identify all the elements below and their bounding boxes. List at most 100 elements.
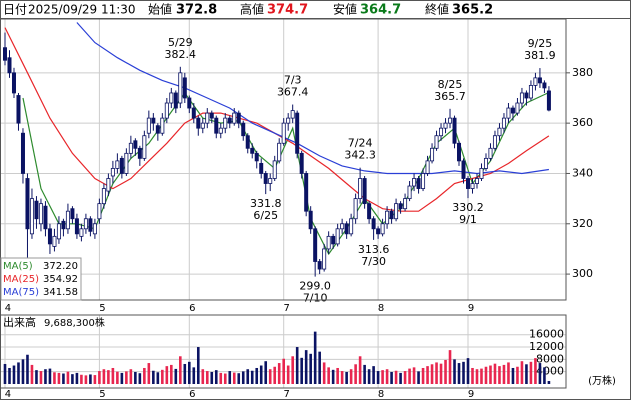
x-tick-label: 9 [468,303,474,314]
volume-bar [143,367,146,384]
volume-bar [246,369,250,384]
candle-body [326,235,331,250]
volume-bar [170,364,173,384]
candle-body [151,117,156,124]
annotation-value: 330.2 [452,201,484,214]
candle-body [20,132,25,174]
candle-body [277,142,282,162]
ma-legend-name: MA(5) [3,261,33,272]
candle-body [515,102,520,114]
candle-body [322,248,327,270]
volume-bar [295,347,299,384]
y-tick-label: 380 [572,66,593,79]
volume-bar [183,363,187,384]
candle-body [56,223,61,240]
x-tick-label: 9 [468,389,474,400]
candle-body [52,235,57,247]
volume-bar [462,361,465,384]
volume-bar [232,372,236,384]
candle-body [110,168,115,177]
candle-body [178,72,183,104]
volume-bar [498,366,501,384]
volume-bar [71,374,74,384]
volume-bar [448,350,452,384]
low-value: 364.7 [360,3,401,18]
candle-body [218,127,223,134]
candle-body [200,122,205,129]
volume-bar [210,371,214,384]
volume-bar [390,371,393,384]
candle-body [524,92,529,99]
volume-bar [444,359,447,384]
volume-bar [273,366,277,384]
candle-body [349,218,354,235]
candle-body [492,135,497,149]
candle-body [214,117,219,134]
candle-body [546,90,551,111]
volume-bar [17,362,20,384]
candle-body [344,223,349,235]
volume-bar [385,369,389,384]
candle-body [47,228,52,245]
volume-bar [286,365,290,384]
volume-bar [318,351,321,384]
volume-bar [439,363,443,384]
candle-body [510,107,515,114]
candle-body [299,152,304,174]
candle-body [519,92,524,104]
candle-body [92,223,97,235]
candle-body [380,223,385,235]
volume-bar [75,372,79,384]
moving-average-line [76,22,549,175]
volume-bar [376,371,380,384]
volume-bar [277,363,281,384]
candle-body [11,72,16,94]
low-label: 安値 [333,2,357,17]
volume-bar [89,374,92,384]
candle-body [506,107,511,119]
volume-bar [282,358,285,384]
volume-bar [363,364,366,384]
volume-title: 出来高 [3,315,36,329]
candle-body [38,203,43,225]
volume-bar [268,369,272,384]
volume-bar [309,353,312,384]
candle-body [245,135,250,149]
open-label: 始値 [148,2,172,17]
candle-body [317,261,322,270]
candle-body [483,157,488,169]
candle-body [16,95,21,124]
annotation-date: 7/3 [284,74,302,87]
volume-bar [214,370,218,384]
ma-legend-name: MA(25) [3,274,39,285]
candle-body [488,147,493,159]
candle-body [227,117,232,124]
volume-bar [340,371,344,384]
volume-bar [381,370,384,384]
candle-body [533,77,538,86]
volume-bar [120,372,124,384]
candle-body [452,117,457,144]
volume-bar [345,371,348,384]
volume-tick-label: 4000 [536,365,564,378]
volume-bar [8,367,11,384]
candle-body [164,102,169,119]
volume-bar [116,371,119,384]
annotation-value: 342.3 [344,149,376,162]
volume-bar [3,363,7,384]
candle-body [497,127,502,137]
candle-body [137,147,142,159]
annotation-value: 367.4 [277,86,309,99]
volume-bar [349,369,353,384]
volume-bar [511,367,515,384]
annotation-value: 382.4 [165,48,197,61]
volume-bar [165,366,169,384]
volume-bar [408,368,411,384]
volume-bar [111,367,115,384]
volume-bar [543,367,546,384]
candle-body [367,203,372,220]
volume-bar [435,362,438,384]
ma-legend-box [0,257,82,301]
candle-body [430,147,435,162]
high-label: 高値 [240,2,264,17]
